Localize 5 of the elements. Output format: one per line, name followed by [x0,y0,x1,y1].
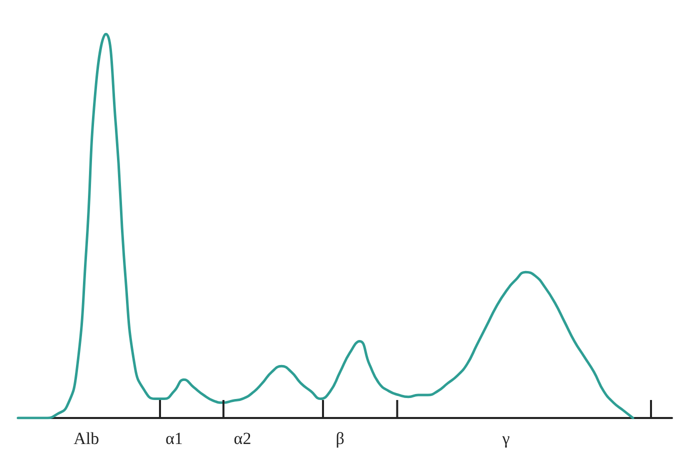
x-tick-label: α2 [234,429,252,448]
x-tick-label: Alb [74,429,100,448]
x-tick-label: β [336,429,344,448]
x-tick-label: α1 [165,429,183,448]
x-tick-label: γ [501,429,510,448]
